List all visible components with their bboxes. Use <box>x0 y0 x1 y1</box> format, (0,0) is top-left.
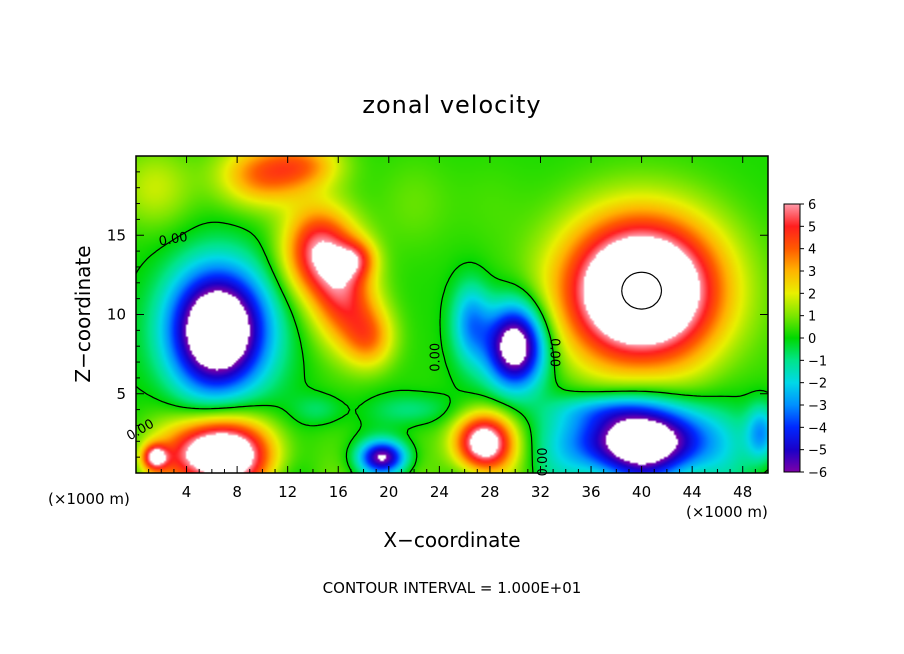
x-tick-label: 44 <box>683 483 702 501</box>
contour-label: 0.00 <box>428 343 443 372</box>
colorbar-label: 5 <box>808 220 816 235</box>
colorbar-label: 4 <box>808 243 816 258</box>
x-tick-label: 8 <box>232 483 242 501</box>
zero-contour <box>621 271 663 310</box>
colorbar-ticks: 6 5 4 3 2 1 0 −1 −2 −3 −4 −5 −6 <box>800 198 827 481</box>
colorbar-label: −4 <box>808 421 827 436</box>
colorbar: 6 5 4 3 2 1 0 −1 −2 −3 −4 −5 −6 <box>783 198 827 481</box>
colorbar-label: 0 <box>808 332 816 347</box>
contour-label: 0.00 <box>547 338 562 367</box>
colorbar-label: 6 <box>808 198 816 213</box>
x-unit-left: (×1000 m) <box>48 490 130 508</box>
y-tick-label: 15 <box>107 226 126 244</box>
x-tick-label: 28 <box>480 483 499 501</box>
x-tick-label: 24 <box>430 483 449 501</box>
chart-title: zonal velocity <box>362 91 541 119</box>
velocity-field <box>136 156 768 473</box>
x-axis-label: X−coordinate <box>383 528 520 552</box>
contour-label: 0.00 <box>536 447 551 476</box>
contour-label: 0.00 <box>158 230 189 250</box>
colorbar-label: −3 <box>808 399 827 414</box>
colorbar-label: 3 <box>808 265 816 280</box>
contour-labels: 0.000.000.00 0.000.00 <box>124 230 561 477</box>
y-axis: 5 10 15 <box>107 171 768 458</box>
colorbar-label: 2 <box>808 287 816 302</box>
x-tick-label: 36 <box>581 483 600 501</box>
contour-interval-note: CONTOUR INTERVAL = 1.000E+01 <box>323 579 582 597</box>
colorbar-label: 1 <box>808 310 816 325</box>
x-tick-label: 48 <box>733 483 752 501</box>
x-tick-label: 16 <box>329 483 348 501</box>
colorbar-label: −6 <box>808 466 827 481</box>
colorbar-label: −5 <box>808 444 827 459</box>
x-tick-label: 20 <box>379 483 398 501</box>
plot-area: 0.000.000.00 0.000.00 <box>124 155 769 477</box>
x-tick-label: 40 <box>632 483 651 501</box>
colorbar-label: −2 <box>808 377 827 392</box>
y-axis-label: Z−coordinate <box>71 245 95 382</box>
x-tick-label: 12 <box>278 483 297 501</box>
colorbar-gradient <box>783 203 801 473</box>
colorbar-label: −1 <box>808 354 827 369</box>
x-unit-right: (×1000 m) <box>686 503 768 521</box>
y-tick-label: 10 <box>107 306 126 324</box>
x-axis: 4 8 12 16 20 24 28 32 36 40 44 48 <box>148 156 756 501</box>
y-tick-label: 5 <box>116 385 126 403</box>
x-tick-label: 32 <box>531 483 550 501</box>
x-tick-label: 4 <box>182 483 192 501</box>
